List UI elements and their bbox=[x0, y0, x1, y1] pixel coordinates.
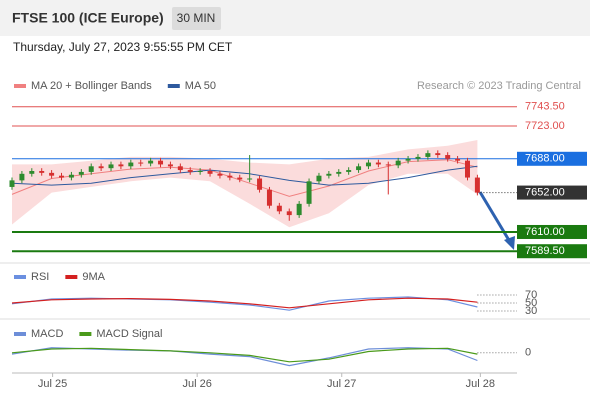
candle-body bbox=[405, 158, 411, 161]
candle-body bbox=[167, 164, 173, 167]
level-label: 7652.00 bbox=[525, 186, 565, 198]
candle-body bbox=[415, 156, 421, 159]
candle-body bbox=[276, 205, 282, 212]
candle-body bbox=[19, 173, 25, 181]
level-badge bbox=[517, 151, 587, 166]
candle-body bbox=[356, 166, 362, 171]
candle-body bbox=[68, 174, 74, 178]
legend-label: MACD Signal bbox=[96, 328, 162, 340]
candle-body bbox=[227, 175, 233, 178]
candle-body bbox=[266, 189, 272, 206]
candle-body bbox=[118, 164, 124, 167]
candle-body bbox=[247, 178, 253, 180]
level-label: 7723.00 bbox=[525, 120, 565, 132]
candle-body bbox=[474, 177, 480, 193]
legend-label: MACD bbox=[31, 328, 63, 340]
candle-body bbox=[365, 162, 371, 167]
candle-body bbox=[395, 160, 401, 166]
candle-body bbox=[29, 170, 35, 174]
candle-body bbox=[197, 170, 203, 172]
x-tick-label: Jul 26 bbox=[182, 378, 211, 390]
y-tick-label: 50 bbox=[525, 297, 537, 309]
indicator-line bbox=[11, 347, 478, 367]
indicator-line bbox=[11, 296, 478, 311]
bollinger-band bbox=[12, 140, 478, 228]
y-tick-label: 70 bbox=[525, 289, 537, 301]
forecast-arrow bbox=[478, 191, 512, 243]
candle-body bbox=[177, 166, 183, 171]
candle-body bbox=[207, 170, 213, 174]
candle-body bbox=[336, 171, 342, 174]
legend-label: RSI bbox=[31, 271, 49, 283]
candle-body bbox=[237, 177, 243, 180]
level-label: 7610.00 bbox=[525, 226, 565, 238]
candle-body bbox=[455, 158, 461, 161]
candle-body bbox=[78, 171, 84, 175]
candle-body bbox=[217, 173, 223, 176]
level-badge bbox=[517, 185, 587, 200]
candle-body bbox=[88, 166, 94, 172]
x-tick-label: Jul 25 bbox=[38, 378, 67, 390]
candle-body bbox=[296, 203, 302, 216]
candle-body bbox=[385, 164, 391, 166]
candle-body bbox=[464, 160, 470, 178]
candle-body bbox=[306, 181, 312, 204]
candle-body bbox=[326, 173, 332, 176]
candle-body bbox=[9, 180, 15, 187]
candle-body bbox=[257, 178, 263, 190]
legend-label: MA 20 + Bollinger Bands bbox=[31, 80, 152, 92]
candle-body bbox=[158, 160, 164, 165]
candle-body bbox=[39, 170, 45, 173]
level-label: 7688.00 bbox=[525, 153, 565, 165]
candle-body bbox=[316, 175, 322, 182]
candle-body bbox=[425, 153, 431, 157]
level-label: 7743.50 bbox=[525, 101, 565, 113]
legend-label: MA 50 bbox=[185, 80, 216, 92]
level-badge bbox=[517, 224, 587, 239]
candle-body bbox=[49, 172, 55, 176]
x-tick-label: Jul 27 bbox=[327, 378, 356, 390]
timestamp: Thursday, July 27, 2023 9:55:55 PM CET bbox=[13, 40, 233, 54]
header-bar bbox=[0, 0, 590, 36]
source: Research © 2023 Trading Central bbox=[417, 80, 581, 92]
candle-body bbox=[445, 155, 451, 159]
candle-body bbox=[375, 162, 381, 165]
indicator-line bbox=[11, 297, 478, 309]
x-tick-label: Jul 28 bbox=[466, 378, 495, 390]
title: FTSE 100 (ICE Europe) bbox=[12, 10, 164, 26]
candle-body bbox=[128, 162, 134, 167]
legend-label: 9MA bbox=[82, 271, 105, 283]
candle-body bbox=[435, 153, 441, 156]
candle-body bbox=[59, 175, 65, 178]
level-label: 7589.50 bbox=[525, 245, 565, 257]
candle-body bbox=[98, 166, 104, 169]
candle-body bbox=[286, 211, 292, 216]
candle-body bbox=[346, 170, 352, 172]
candle-body bbox=[187, 170, 193, 172]
level-badge bbox=[517, 244, 587, 259]
candle-body bbox=[138, 162, 144, 164]
y-tick-label: 30 bbox=[525, 305, 537, 317]
indicator-line bbox=[11, 347, 478, 363]
y-tick-label: 0 bbox=[525, 347, 531, 359]
interval-badge bbox=[172, 7, 221, 30]
candle-body bbox=[148, 160, 154, 164]
candle-body bbox=[108, 164, 114, 169]
arrow-head bbox=[504, 236, 515, 250]
interval: 30 MIN bbox=[177, 11, 216, 25]
